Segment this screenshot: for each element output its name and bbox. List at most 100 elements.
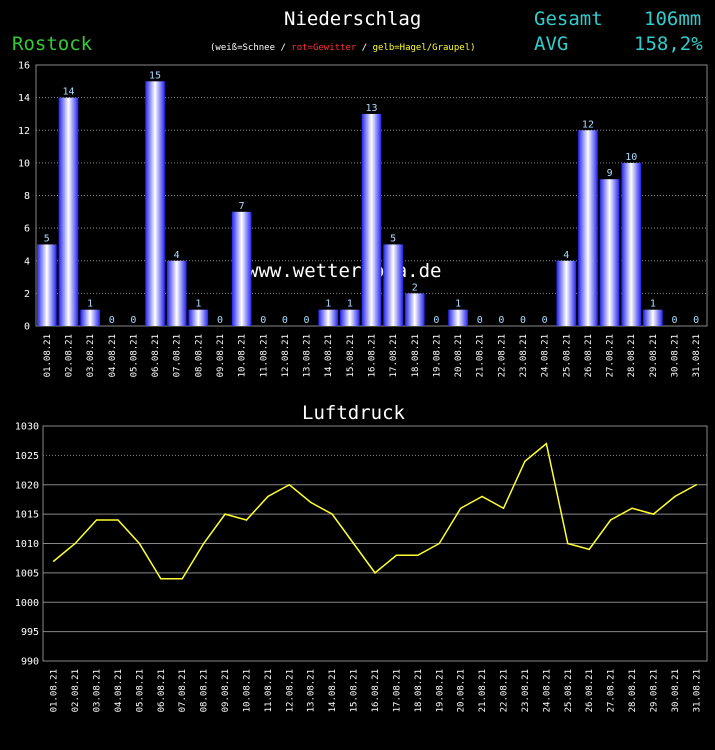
bar-value-label: 0 [672,315,678,326]
x-tick-label: 30.08.21 [671,669,681,712]
bar-value-label: 0 [282,315,288,326]
x-tick-label: 24.08.21 [542,669,552,712]
data-point [588,548,590,551]
bar-value-label: 1 [87,299,93,310]
bar-value-label: 1 [455,299,461,310]
bar-value-label: 5 [44,233,50,244]
x-tick-label: 17.08.21 [392,669,402,712]
data-point [524,460,526,463]
bar-value-label: 0 [542,315,548,326]
data-point [545,442,548,445]
data-point [438,542,441,545]
x-tick-label: 27.08.21 [607,669,617,712]
data-point [117,519,119,521]
x-tick-label: 03.08.21 [93,669,103,712]
x-tick-label: 17.08.21 [389,334,399,377]
x-tick-label: 26.08.21 [585,669,595,712]
data-point [52,560,55,562]
x-tick-label: 04.08.21 [114,669,124,712]
x-tick-label: 20.08.21 [457,669,467,712]
bar-value-label: 1 [195,299,201,310]
x-tick-label: 14.08.21 [328,669,338,712]
bar-value-label: 0 [109,315,115,326]
x-tick-label: 01.08.21 [43,334,53,377]
bar [621,162,642,326]
x-tick-label: 26.08.21 [584,334,594,377]
x-tick-label: 12.08.21 [285,669,295,712]
bar-value-label: 4 [174,250,180,261]
x-tick-label: 05.08.21 [135,669,145,712]
bar [404,293,425,326]
pressure-line [53,442,697,580]
y-tick-label: 995 [21,627,39,638]
x-tick-label: 31.08.21 [692,669,702,712]
bar [37,244,57,326]
bar-value-label: 2 [412,282,418,293]
y-tick-label: 14 [18,93,30,104]
x-tick-label: 13.08.21 [307,669,317,712]
precipitation-chart: 0246810121416www.wetteropia.de501.08.211… [18,61,708,377]
x-tick-label: 12.08.21 [281,334,291,377]
y-tick-label: 1005 [15,568,39,579]
y-tick-label: 1030 [15,422,39,433]
bar-value-label: 0 [520,315,526,326]
data-point [74,542,76,545]
bar [578,130,598,326]
x-tick-label: 15.08.21 [350,669,360,712]
x-tick-label: 23.08.21 [519,334,529,377]
x-tick-label: 10.08.21 [242,669,252,712]
y-tick-label: 990 [21,657,39,668]
bar-value-label: 0 [433,315,439,326]
y-tick-label: 1015 [15,510,39,521]
y-tick-label: 0 [24,322,30,333]
bar [318,309,339,326]
x-tick-label: 19.08.21 [435,669,445,712]
data-point [267,495,269,498]
x-tick-label: 05.08.21 [129,334,139,377]
data-point [224,513,226,515]
bar [340,309,360,326]
bar [58,97,79,326]
legend-red: rot=Gewitter [291,43,357,53]
y-tick-label: 16 [18,61,30,72]
y-tick-label: 10 [18,158,30,169]
y-tick-label: 6 [24,224,30,235]
data-point [331,513,333,515]
x-tick-label: 09.08.21 [221,669,231,712]
bar [166,260,187,326]
y-tick-label: 1025 [15,451,39,462]
bar-value-label: 0 [260,315,266,326]
x-tick-label: 08.08.21 [194,334,204,377]
bar [383,244,403,326]
data-point [502,507,505,510]
x-tick-label: 21.08.21 [476,334,486,377]
avg-label: AVG [534,33,569,55]
data-point [181,577,184,580]
bar-value-label: 12 [582,119,594,130]
bar-value-label: 15 [149,70,161,81]
y-tick-label: 1000 [15,598,39,609]
bar-value-label: 9 [607,168,613,179]
color-legend: (weiß=Schnee / rot=Gewitter / gelb=Hagel… [210,43,476,53]
x-tick-label: 06.08.21 [151,334,161,377]
legend-separator: / [361,43,368,53]
data-point [481,495,483,498]
x-tick-label: 22.08.21 [497,334,507,377]
bar-value-label: 0 [477,315,483,326]
x-tick-label: 06.08.21 [157,669,167,712]
x-tick-label: 16.08.21 [368,334,378,377]
bar [188,309,209,326]
bar-value-label: 0 [498,315,504,326]
data-point [352,542,355,545]
total-label: Gesamt [534,8,603,30]
x-tick-label: 15.08.21 [346,334,356,377]
precipitation-title: Niederschlag [284,8,422,30]
data-point [288,483,291,486]
x-tick-label: 09.08.21 [216,334,226,377]
x-tick-label: 21.08.21 [478,669,488,712]
data-point [245,519,248,521]
bar-value-label: 7 [239,201,245,212]
x-tick-label: 18.08.21 [411,334,421,377]
data-point [631,507,633,510]
bar-value-label: 5 [390,233,396,244]
